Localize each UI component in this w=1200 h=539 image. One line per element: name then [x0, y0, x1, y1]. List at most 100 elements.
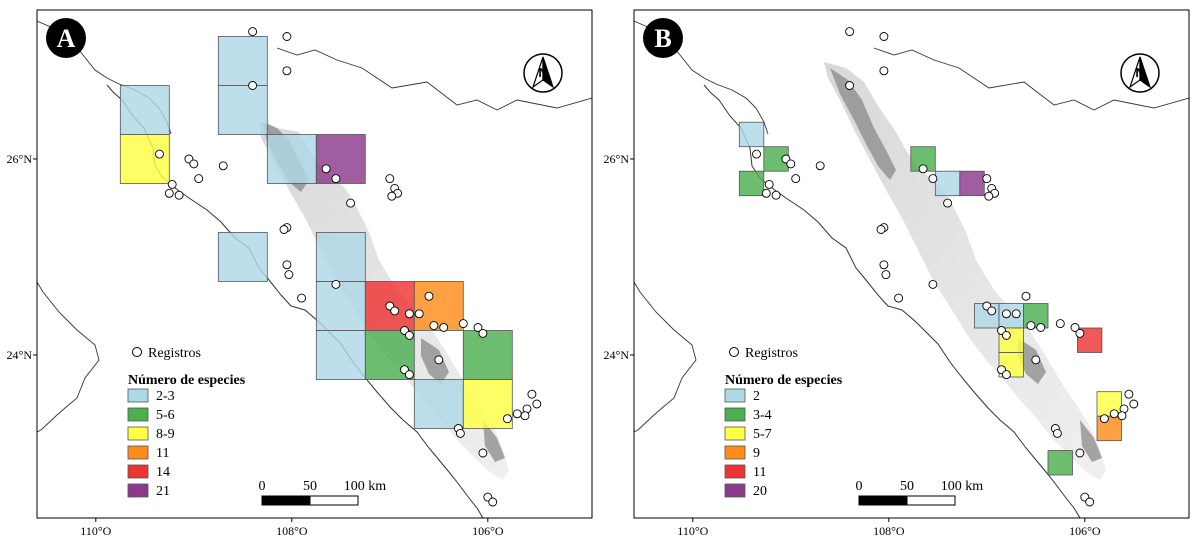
legend-swatch [724, 388, 746, 403]
record-point [918, 164, 928, 174]
record-point [174, 190, 184, 200]
lon-tick-label: 110°O [80, 524, 111, 538]
record-point [390, 306, 400, 316]
record-point [478, 328, 488, 338]
grid-cell [217, 85, 268, 135]
record-point [752, 149, 761, 159]
record-point [771, 190, 781, 200]
scale-label-100km: 100 km [344, 479, 387, 494]
legend-label: 21 [156, 484, 170, 499]
legend-swatch [724, 483, 746, 498]
north-arrow-icon: N [1120, 53, 1160, 93]
record-point [879, 32, 889, 41]
map-legend: Registros Número de especies 2-3 5-6 8-9 11… [127, 346, 246, 499]
legend-label: 2 [753, 389, 760, 404]
record-point [1099, 414, 1109, 424]
record-point [1117, 411, 1127, 421]
legend-title: Número de especies [725, 373, 843, 388]
legend-swatch [127, 407, 149, 422]
record-point [321, 164, 331, 174]
record-point [987, 306, 997, 316]
grid-cell [998, 352, 1024, 378]
grid-cell [119, 134, 170, 184]
record-point [1124, 389, 1134, 399]
grid-cell [462, 330, 513, 380]
scale-label-100km: 100 km [941, 479, 984, 494]
grid-cell [738, 170, 765, 197]
grid-cell [934, 170, 961, 197]
record-point [1011, 309, 1021, 319]
record-point [387, 191, 397, 201]
legend-label: 3-4 [753, 408, 772, 423]
map-panel-a: A N Registros Número de especies 2-3 5-6 8… [7, 9, 593, 538]
grid-cell [364, 281, 415, 331]
record-point [1001, 370, 1011, 380]
baja-peninsula-coast [634, 281, 697, 433]
legend-label: 14 [156, 465, 170, 480]
lat-tick-label: 26°N [604, 152, 630, 166]
record-point [532, 399, 542, 409]
record-points [155, 27, 542, 507]
legend-items: 2-3 5-6 8-9 11 14 21 [127, 388, 175, 499]
scale-label-0: 0 [856, 479, 863, 494]
record-point [1001, 309, 1011, 319]
lat-tick-label: 24°N [7, 348, 33, 362]
record-point [1129, 399, 1139, 409]
record-point [434, 355, 444, 365]
records-legend-label: Registros [148, 346, 201, 361]
record-point [764, 179, 774, 189]
panel-letter-badge: B [643, 18, 683, 58]
record-point [894, 293, 904, 303]
legend-label: 9 [753, 446, 760, 461]
record-point [473, 323, 483, 332]
record-point [164, 188, 174, 198]
record-point [928, 174, 938, 184]
scale-bar: 0 50 100 km [856, 479, 984, 506]
panel-letter: B [654, 24, 671, 53]
record-point [189, 159, 199, 169]
record-point [194, 174, 204, 184]
record-point [155, 149, 164, 159]
grid-cell [119, 85, 170, 135]
lon-tick-label: 110°O [677, 524, 708, 538]
legend-label: 11 [753, 465, 766, 480]
legend-label: 5-6 [156, 408, 175, 423]
record-point [478, 448, 488, 458]
record-point [218, 161, 228, 171]
record-point [943, 198, 953, 208]
record-point [282, 66, 292, 76]
legend-label: 8-9 [156, 427, 175, 442]
record-point [284, 270, 294, 280]
grid-cell [738, 121, 765, 148]
grid-cell [413, 379, 464, 429]
record-point [928, 279, 938, 289]
axis-ticks: 26°N 24°N 110°O 108°O 106°O [604, 152, 1101, 538]
record-point [1021, 291, 1031, 301]
lon-tick-label: 108°O [873, 524, 905, 538]
grid-cell [315, 232, 366, 282]
lon-tick-label: 106°O [472, 524, 504, 538]
legend-label: 11 [156, 446, 169, 461]
grid-cell [315, 134, 366, 184]
record-point [512, 409, 522, 419]
record-point [984, 191, 994, 201]
highland-relief-dark [263, 122, 505, 462]
record-point [297, 293, 307, 303]
record-point [879, 66, 889, 76]
record-point [331, 279, 341, 289]
record-point [1070, 323, 1080, 332]
record-point [845, 27, 855, 37]
legend-label: 5-7 [753, 427, 772, 442]
legend-swatch [724, 426, 746, 441]
record-point [429, 321, 439, 331]
grid-cell [315, 281, 366, 331]
record-point [404, 309, 414, 319]
lat-tick-label: 24°N [604, 348, 630, 362]
record-point [282, 260, 292, 270]
record-point [248, 81, 258, 90]
map-frame [634, 10, 1189, 518]
legend-label: 2-3 [156, 389, 175, 404]
record-point [502, 414, 512, 424]
grid-cell [315, 330, 366, 380]
legend-swatch [724, 464, 746, 479]
